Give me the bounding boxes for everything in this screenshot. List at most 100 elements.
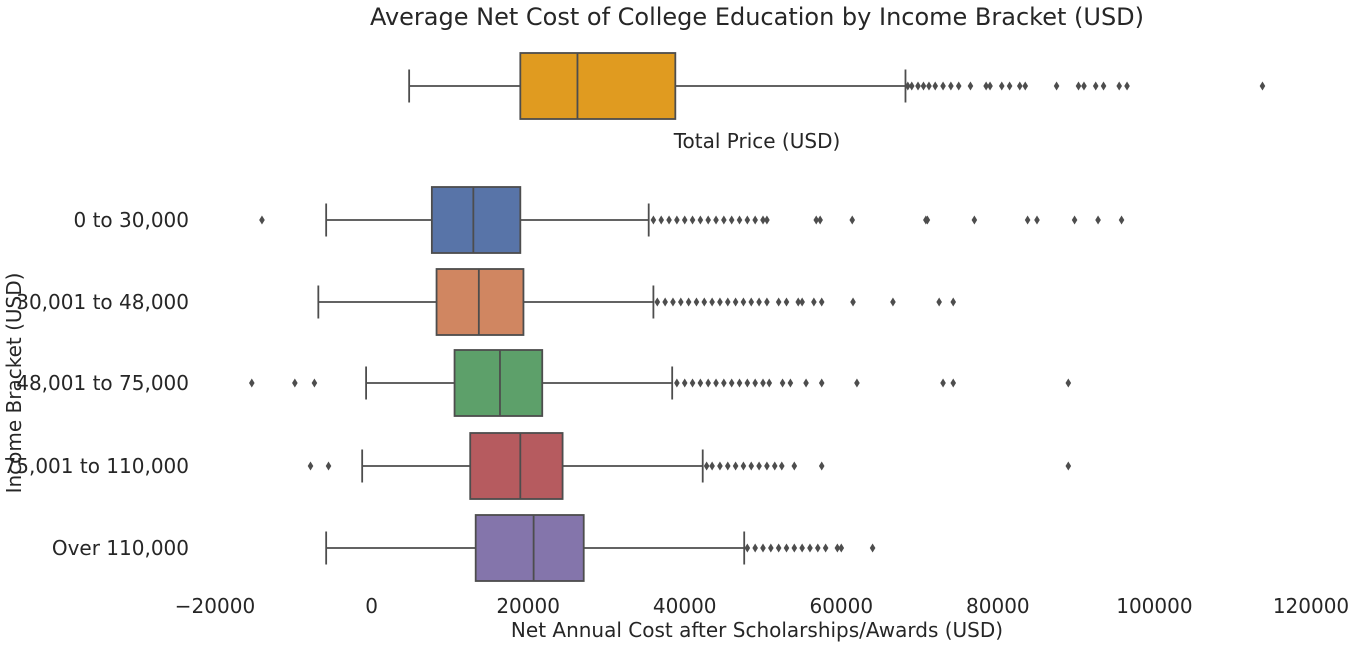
bracket-1-outlier-point — [1024, 215, 1031, 225]
bracket-3-outlier-point — [697, 378, 704, 388]
bracket-3-outlier-point — [803, 378, 809, 388]
bracket-5-outlier-point — [760, 543, 766, 553]
total-price-outlier-point — [967, 81, 974, 91]
total-price-outlier-point — [1022, 81, 1029, 91]
chart-title: Average Net Cost of College Education by… — [370, 3, 1144, 31]
bracket-4-outlier-point — [771, 461, 778, 471]
bracket-4-outlier-point — [703, 461, 710, 471]
bracket-2-outlier-point — [732, 297, 739, 307]
bracket-1-outlier-point — [681, 215, 688, 225]
total-price-outlier-point — [1016, 81, 1023, 91]
bracket-1-outlier-point — [713, 215, 719, 225]
bracket-2-outlier-point — [783, 297, 790, 307]
x-tick-label: 80000 — [966, 594, 1030, 618]
bracket-2-outlier-point — [717, 297, 723, 307]
y-tick-label: 30,001 to 48,000 — [16, 290, 189, 314]
bracket-5-outlier-point — [791, 543, 798, 553]
bracket-1-outlier-point — [752, 215, 758, 225]
x-tick-label: 100000 — [1116, 594, 1192, 618]
bracket-4-outlier-point — [740, 461, 747, 471]
x-tick-labels: −20000 0 20000 40000 60000 80000 100000 120000 — [175, 594, 1349, 618]
bracket-3-outlier-point — [854, 378, 860, 388]
bracket-4-outlier-point — [764, 461, 770, 471]
bracket-5-outlier-point — [783, 543, 790, 553]
bracket-4-box-group — [307, 432, 1072, 500]
bracket-3-outlier-point — [292, 378, 298, 388]
total-price-outlier-point — [983, 81, 989, 91]
top-x-axis-label: Total Price (USD) — [673, 129, 841, 153]
bracket-2-outlier-point — [890, 297, 896, 307]
total-price-outlier-point — [932, 81, 939, 91]
bracket-2-outlier-point — [662, 297, 668, 307]
bracket-1-outlier-point — [666, 215, 672, 225]
bracket-3-outlier-point — [779, 378, 786, 388]
total-price-outlier-point — [1075, 81, 1082, 91]
bracket-1-outlier-point — [817, 215, 823, 225]
bracket-1-outlier-point — [1095, 215, 1101, 225]
bracket-1-outlier-point — [1071, 215, 1078, 225]
bracket-2-outlier-point — [654, 297, 661, 307]
bracket-4-outlier-point — [709, 461, 715, 471]
bottom-x-axis-label: Net Annual Cost after Scholarships/Award… — [511, 618, 1003, 642]
total-price-outlier-point — [1053, 81, 1060, 91]
bracket-3-box-group — [248, 349, 1072, 417]
bracket-2-outlier-point — [670, 297, 676, 307]
bracket-1-outlier-point — [674, 215, 680, 225]
bracket-4-outlier-point — [756, 461, 762, 471]
bracket-1-outlier-point — [736, 215, 743, 225]
bracket-4-outlier-point — [717, 461, 723, 471]
x-tick-label: −20000 — [175, 594, 255, 618]
total-price-outlier-point — [1081, 81, 1087, 91]
bracket-4-outlier-point — [1065, 461, 1072, 471]
bracket-5-outlier-point — [775, 543, 782, 553]
bracket-2-outlier-point — [748, 297, 755, 307]
bracket-1-outlier-point — [813, 215, 820, 225]
bracket-1-outlier-point — [697, 215, 704, 225]
bracket-2-outlier-point — [818, 297, 825, 307]
total-price-outlier-point — [1092, 81, 1099, 91]
y-tick-label: 48,001 to 75,000 — [16, 371, 189, 395]
total-price-outlier-point — [1259, 81, 1266, 91]
income-bracket-boxes — [248, 186, 1125, 582]
x-tick-label: 60000 — [809, 594, 873, 618]
bracket-1-outlier-point — [705, 215, 711, 225]
bracket-3-iqr-box — [453, 349, 544, 417]
bracket-5-outlier-point — [815, 543, 821, 553]
bracket-4-outlier-point — [748, 461, 755, 471]
bracket-1-outlier-point — [924, 215, 931, 225]
bracket-2-outlier-point — [795, 297, 802, 307]
bracket-3-outlier-point — [950, 378, 957, 388]
total-price-outlier-point — [905, 81, 911, 91]
bracket-1-iqr-box — [430, 186, 522, 254]
bracket-2-outlier-point — [775, 297, 782, 307]
bracket-1-outlier-point — [1034, 215, 1040, 225]
bracket-2-outlier-point — [685, 297, 692, 307]
bracket-1-outlier-point — [760, 215, 766, 225]
bracket-3-outlier-point — [728, 378, 735, 388]
total-price-box-group — [408, 52, 1266, 120]
total-price-outlier-point — [1116, 81, 1122, 91]
y-tick-label: 0 to 30,000 — [74, 208, 190, 232]
bracket-3-outlier-point — [689, 378, 696, 388]
bracket-1-outlier-point — [744, 215, 751, 225]
y-tick-label: Over 110,000 — [52, 536, 189, 560]
total-price-outlier-point — [908, 81, 915, 91]
bracket-3-outlier-point — [1065, 378, 1072, 388]
bracket-5-outlier-point — [822, 543, 829, 553]
bracket-3-outlier-point — [818, 378, 825, 388]
bracket-3-outlier-point — [940, 378, 946, 388]
bracket-4-outlier-point — [818, 461, 825, 471]
bracket-3-outlier-point — [681, 378, 688, 388]
bracket-4-outlier-point — [778, 461, 785, 471]
bracket-5-outlier-point — [807, 543, 813, 553]
y-tick-label: 75,001 to 110,000 — [4, 454, 189, 478]
bracket-1-outlier-point — [259, 215, 265, 225]
bracket-4-iqr-box — [469, 432, 564, 500]
x-tick-label: 40000 — [653, 594, 717, 618]
bracket-1-outlier-point — [658, 215, 665, 225]
bracket-1-outlier-point — [1118, 215, 1125, 225]
bracket-3-outlier-point — [787, 378, 794, 388]
bracket-1-outlier-point — [721, 215, 727, 225]
bracket-4-outlier-point — [325, 461, 332, 471]
